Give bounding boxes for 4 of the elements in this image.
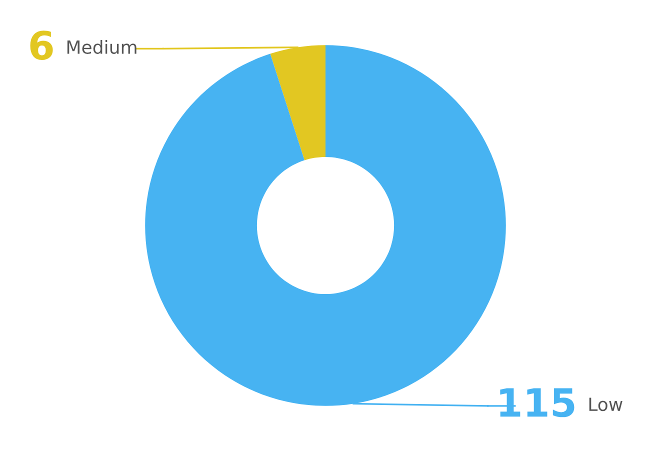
legend-label: Medium	[67, 40, 136, 54]
data-label: 115	[500, 388, 574, 418]
slice-label: Low	[589, 398, 622, 412]
data-label: 6	[30, 30, 53, 60]
